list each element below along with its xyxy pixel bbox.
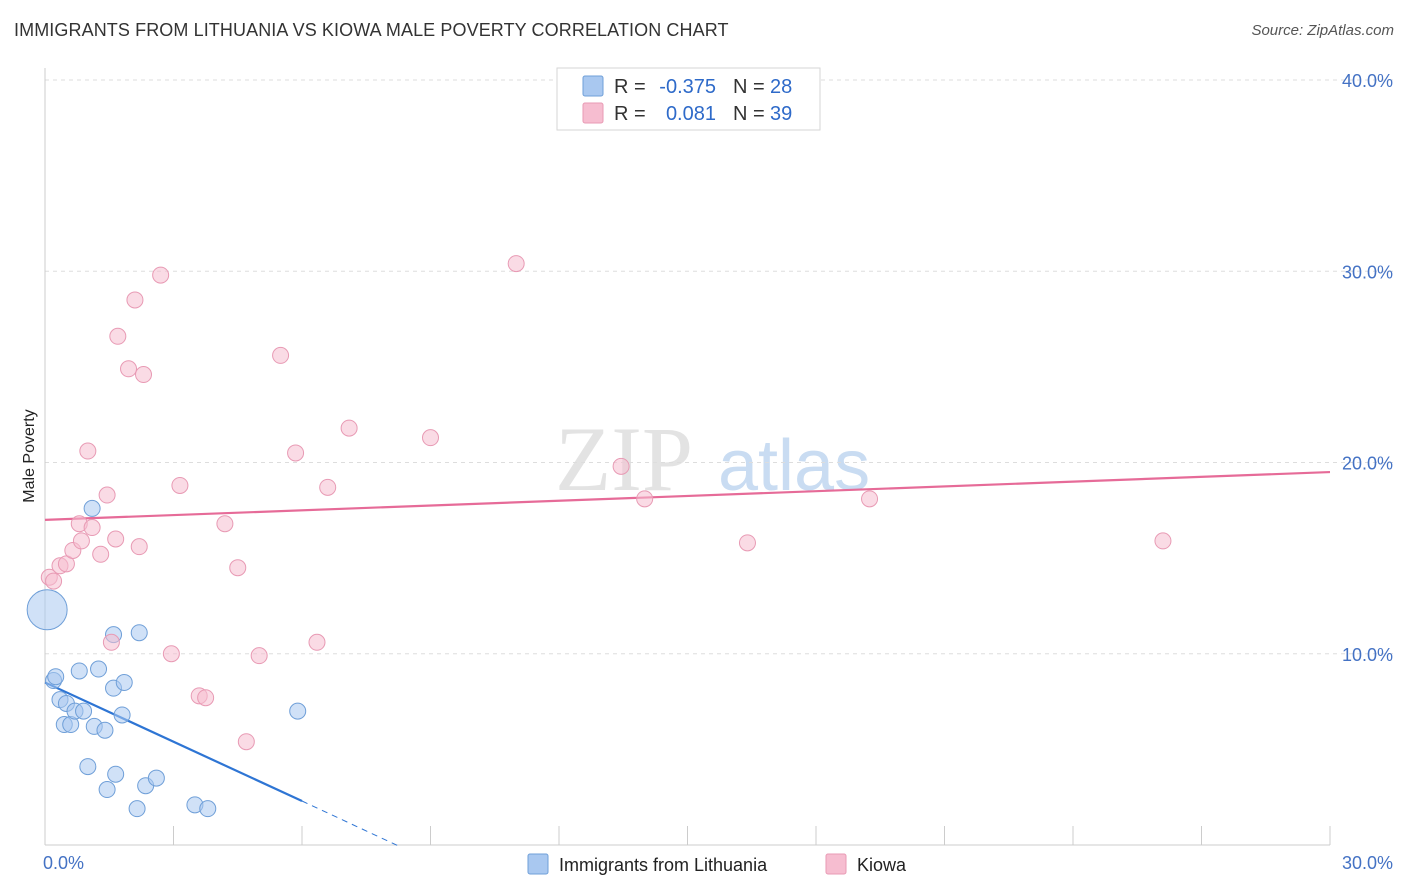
trend-line-pink: [44, 470, 1331, 521]
point-pink: [272, 346, 290, 364]
point-blue: [115, 673, 133, 691]
top-legend: R = -0.375 N = 28 R = 0.081 N = 39: [556, 67, 821, 131]
tick-labels: 10.0% 20.0% 30.0% 40.0% 0.0% 30.0%: [43, 71, 1393, 873]
point-pink: [229, 559, 247, 577]
bottom-legend-kiowa: Kiowa: [857, 855, 907, 875]
point-blue: [113, 706, 131, 724]
trend-lines: [44, 470, 1331, 848]
point-pink: [83, 519, 101, 537]
point-pink: [79, 442, 97, 460]
point-pink: [152, 266, 170, 284]
source-label: Source: ZipAtlas.com: [1251, 22, 1394, 39]
point-pink: [72, 532, 90, 550]
y-tick-label: 30.0%: [1342, 262, 1393, 282]
point-blue: [83, 499, 101, 517]
y-tick-label: 10.0%: [1342, 645, 1393, 665]
point-blue: [289, 702, 307, 720]
point-pink: [130, 538, 148, 556]
point-pink: [107, 530, 125, 548]
y-axis-label: Male Poverty: [21, 409, 38, 502]
point-pink: [92, 545, 110, 563]
legend-r-label: R =: [614, 103, 646, 125]
legend-r-value: 0.081: [666, 103, 716, 125]
bottom-legend-swatch-kiowa: [825, 853, 847, 875]
point-blue: [128, 800, 146, 818]
point-blue: [107, 765, 125, 783]
point-pink: [507, 255, 525, 273]
point-blue: [130, 624, 148, 642]
point-pink: [126, 291, 144, 309]
point-pink: [340, 419, 358, 437]
point-pink: [45, 572, 63, 590]
point-pink: [1154, 532, 1172, 550]
point-pink: [861, 490, 879, 508]
y-tick-label: 20.0%: [1342, 454, 1393, 474]
chart-title: IMMIGRANTS FROM LITHUANIA VS KIOWA MALE …: [14, 20, 729, 40]
point-pink: [197, 689, 215, 707]
legend-r-label: R =: [614, 76, 646, 98]
point-blue: [147, 769, 165, 787]
gridlines: [45, 79, 1395, 655]
legend-n-value: 28: [770, 76, 792, 98]
point-blue: [47, 668, 65, 686]
data-points: [26, 255, 1172, 818]
point-pink: [287, 444, 305, 462]
point-blue: [96, 721, 114, 739]
point-pink: [102, 633, 120, 651]
point-pink: [738, 534, 756, 552]
y-tick-label: 40.0%: [1342, 71, 1393, 91]
point-blue: [75, 702, 93, 720]
point-blue: [199, 800, 217, 818]
bottom-legend-lithuania: Immigrants from Lithuania: [559, 855, 768, 875]
point-pink: [135, 366, 153, 384]
x-tick-label: 0.0%: [43, 853, 84, 873]
point-pink: [612, 457, 630, 475]
legend-r-value: -0.375: [659, 76, 716, 98]
axes: [44, 68, 1331, 846]
trend-line-blue: [44, 681, 303, 803]
legend-n-label: N =: [733, 103, 765, 125]
trend-line-extension: [301, 800, 401, 848]
point-pink: [109, 327, 127, 345]
bottom-legend-swatch-lithuania: [527, 853, 549, 875]
point-pink: [237, 733, 255, 751]
point-blue: [70, 662, 88, 680]
point-pink: [422, 429, 439, 447]
point-pink: [250, 647, 268, 665]
point-blue: [26, 589, 68, 631]
x-tick-label: 30.0%: [1342, 853, 1393, 873]
point-pink: [171, 476, 189, 494]
point-pink: [98, 486, 116, 504]
point-pink: [120, 360, 138, 378]
point-pink: [636, 490, 654, 508]
point-blue: [90, 660, 108, 678]
legend-n-label: N =: [733, 76, 765, 98]
point-pink: [216, 515, 234, 533]
point-pink: [162, 645, 180, 663]
legend-n-value: 39: [770, 103, 792, 125]
point-blue: [98, 781, 116, 799]
point-pink: [319, 478, 337, 496]
legend-swatch-kiowa: [582, 102, 604, 124]
bottom-legend: Immigrants from Lithuania Kiowa: [527, 853, 907, 875]
point-pink: [308, 633, 326, 651]
point-blue: [79, 758, 97, 776]
legend-swatch-lithuania: [582, 75, 604, 97]
